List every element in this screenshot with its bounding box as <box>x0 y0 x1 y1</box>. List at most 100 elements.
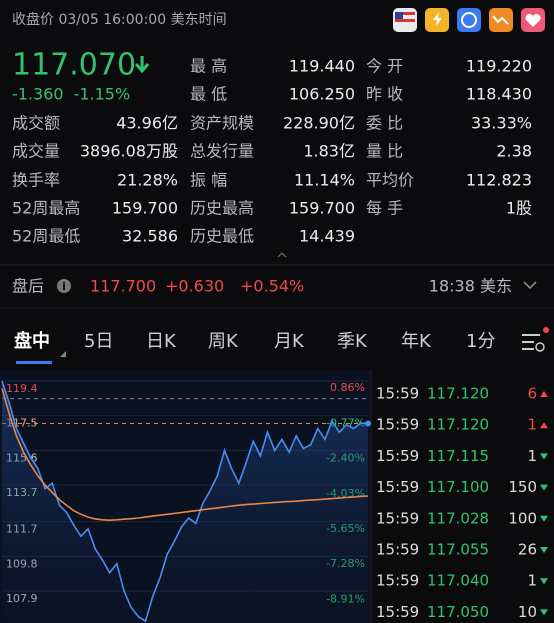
y-tick-label: 119.4 <box>6 382 38 395</box>
trade-arrow <box>540 484 548 491</box>
trend-glyph <box>492 15 509 25</box>
tab[interactable]: 月K <box>274 331 305 352</box>
stat-label: 量 比 <box>366 142 403 161</box>
trade-time: 15:59 <box>376 447 419 465</box>
stat-label: 52周最低 <box>12 227 80 246</box>
trade-price: 117.028 <box>427 509 489 527</box>
stat-value: 14.439 <box>299 227 355 246</box>
trade-volume: 1 <box>527 416 537 434</box>
stat-value: 21.28% <box>117 171 178 190</box>
stat-value: 11.14% <box>294 171 355 190</box>
trade-arrow <box>540 453 548 460</box>
stat-label: 平均价 <box>366 171 414 190</box>
heart-glyph <box>525 13 541 27</box>
y2-tick-label: 0.86% <box>330 381 365 394</box>
trade-price: 117.040 <box>427 572 489 590</box>
badge <box>543 327 549 333</box>
stat-label: 今 开 <box>366 57 403 76</box>
header-title: 收盘价 03/05 16:00:00 美东时间 <box>12 11 227 28</box>
gear <box>535 342 545 352</box>
tab-caret <box>60 351 66 357</box>
tab[interactable]: 日K <box>146 331 177 352</box>
dollar-icon[interactable] <box>457 8 481 32</box>
last-dot <box>365 420 371 427</box>
stat-label: 成交额 <box>12 114 60 133</box>
header-icons <box>393 8 545 32</box>
stat-label: 52周最高 <box>12 199 80 218</box>
stat-label: 成交量 <box>12 142 60 161</box>
stat-label: 委 比 <box>366 114 403 133</box>
tab-underline <box>16 361 52 364</box>
flag-stripe <box>395 19 415 22</box>
stat-label: 历史最低 <box>190 227 254 246</box>
trade-price: 117.120 <box>427 416 489 434</box>
flag-canton <box>395 12 403 19</box>
after-price: 117.700 <box>90 277 156 296</box>
down-arrow <box>134 56 150 74</box>
trade-price: 117.055 <box>427 541 489 559</box>
stat-value: 1.83亿 <box>303 142 355 161</box>
trade-arrow <box>540 578 548 585</box>
stat-label: 历史最高 <box>190 199 254 218</box>
stat-value: 33.33% <box>471 114 532 133</box>
stat-value: 118.430 <box>466 85 532 104</box>
stat-value: 159.700 <box>289 199 355 218</box>
stat-value: 106.250 <box>289 85 355 104</box>
trade-volume: 1 <box>527 572 537 590</box>
tab[interactable]: 1分 <box>466 331 495 352</box>
tab[interactable]: 年K <box>401 331 432 352</box>
trade-price: 117.100 <box>427 478 489 496</box>
trade-time: 15:59 <box>376 385 419 403</box>
stat-label: 每 手 <box>366 199 403 218</box>
dollar-glyph <box>461 12 477 28</box>
tab[interactable]: 季K <box>337 331 368 352</box>
trade-volume: 6 <box>527 385 537 403</box>
stat-value: 119.440 <box>289 57 355 76</box>
trade-price: 117.120 <box>427 385 489 403</box>
after-label: 盘后 <box>12 277 44 296</box>
trade-time: 15:59 <box>376 572 419 590</box>
stat-value: 3896.08万股 <box>80 142 178 161</box>
price-line <box>1 380 369 623</box>
trade-price: 117.115 <box>427 447 489 465</box>
stat-label: 最 高 <box>190 57 227 76</box>
trade-time: 15:59 <box>376 603 419 621</box>
trade-arrow <box>540 422 548 429</box>
last-price: 117.070 <box>12 48 136 83</box>
stat-label: 振 幅 <box>190 171 227 190</box>
expand-caret[interactable] <box>277 252 287 258</box>
trade-volume: 100 <box>508 509 537 527</box>
info-glyph: i <box>62 280 66 293</box>
after-change: +0.630 <box>165 277 224 296</box>
stat-value: 228.90亿 <box>283 114 355 133</box>
trade-volume: 150 <box>508 478 537 496</box>
info-icon[interactable] <box>57 279 71 293</box>
stat-value: 43.96亿 <box>116 114 178 133</box>
stat-value: 1股 <box>506 199 532 218</box>
trade-time: 15:59 <box>376 541 419 559</box>
menu-lines <box>522 334 540 350</box>
average-line <box>1 388 369 522</box>
trade-time: 15:59 <box>376 509 419 527</box>
trade-price: 117.050 <box>427 603 489 621</box>
stat-label: 资产规模 <box>190 114 254 133</box>
stat-label: 换手率 <box>12 171 60 190</box>
stat-value: 2.38 <box>496 142 532 161</box>
trade-volume: 10 <box>518 603 537 621</box>
trade-arrow <box>540 609 548 616</box>
stat-label: 总发行量 <box>190 142 254 161</box>
trade-time: 15:59 <box>376 416 419 434</box>
tab[interactable]: 盘中 <box>14 330 50 352</box>
settings-icon[interactable] <box>522 327 549 352</box>
stat-value: 32.586 <box>122 227 178 246</box>
trade-volume: 26 <box>518 541 537 559</box>
chevron[interactable] <box>523 281 537 290</box>
trade-arrow <box>540 391 548 397</box>
trade-volume: 1 <box>527 447 537 465</box>
trade-arrow <box>540 515 548 522</box>
after-time: 18:38 美东 <box>429 277 512 296</box>
change-pct: -1.15% <box>74 85 131 104</box>
tab[interactable]: 周K <box>208 331 239 352</box>
tab[interactable]: 5日 <box>84 331 113 352</box>
